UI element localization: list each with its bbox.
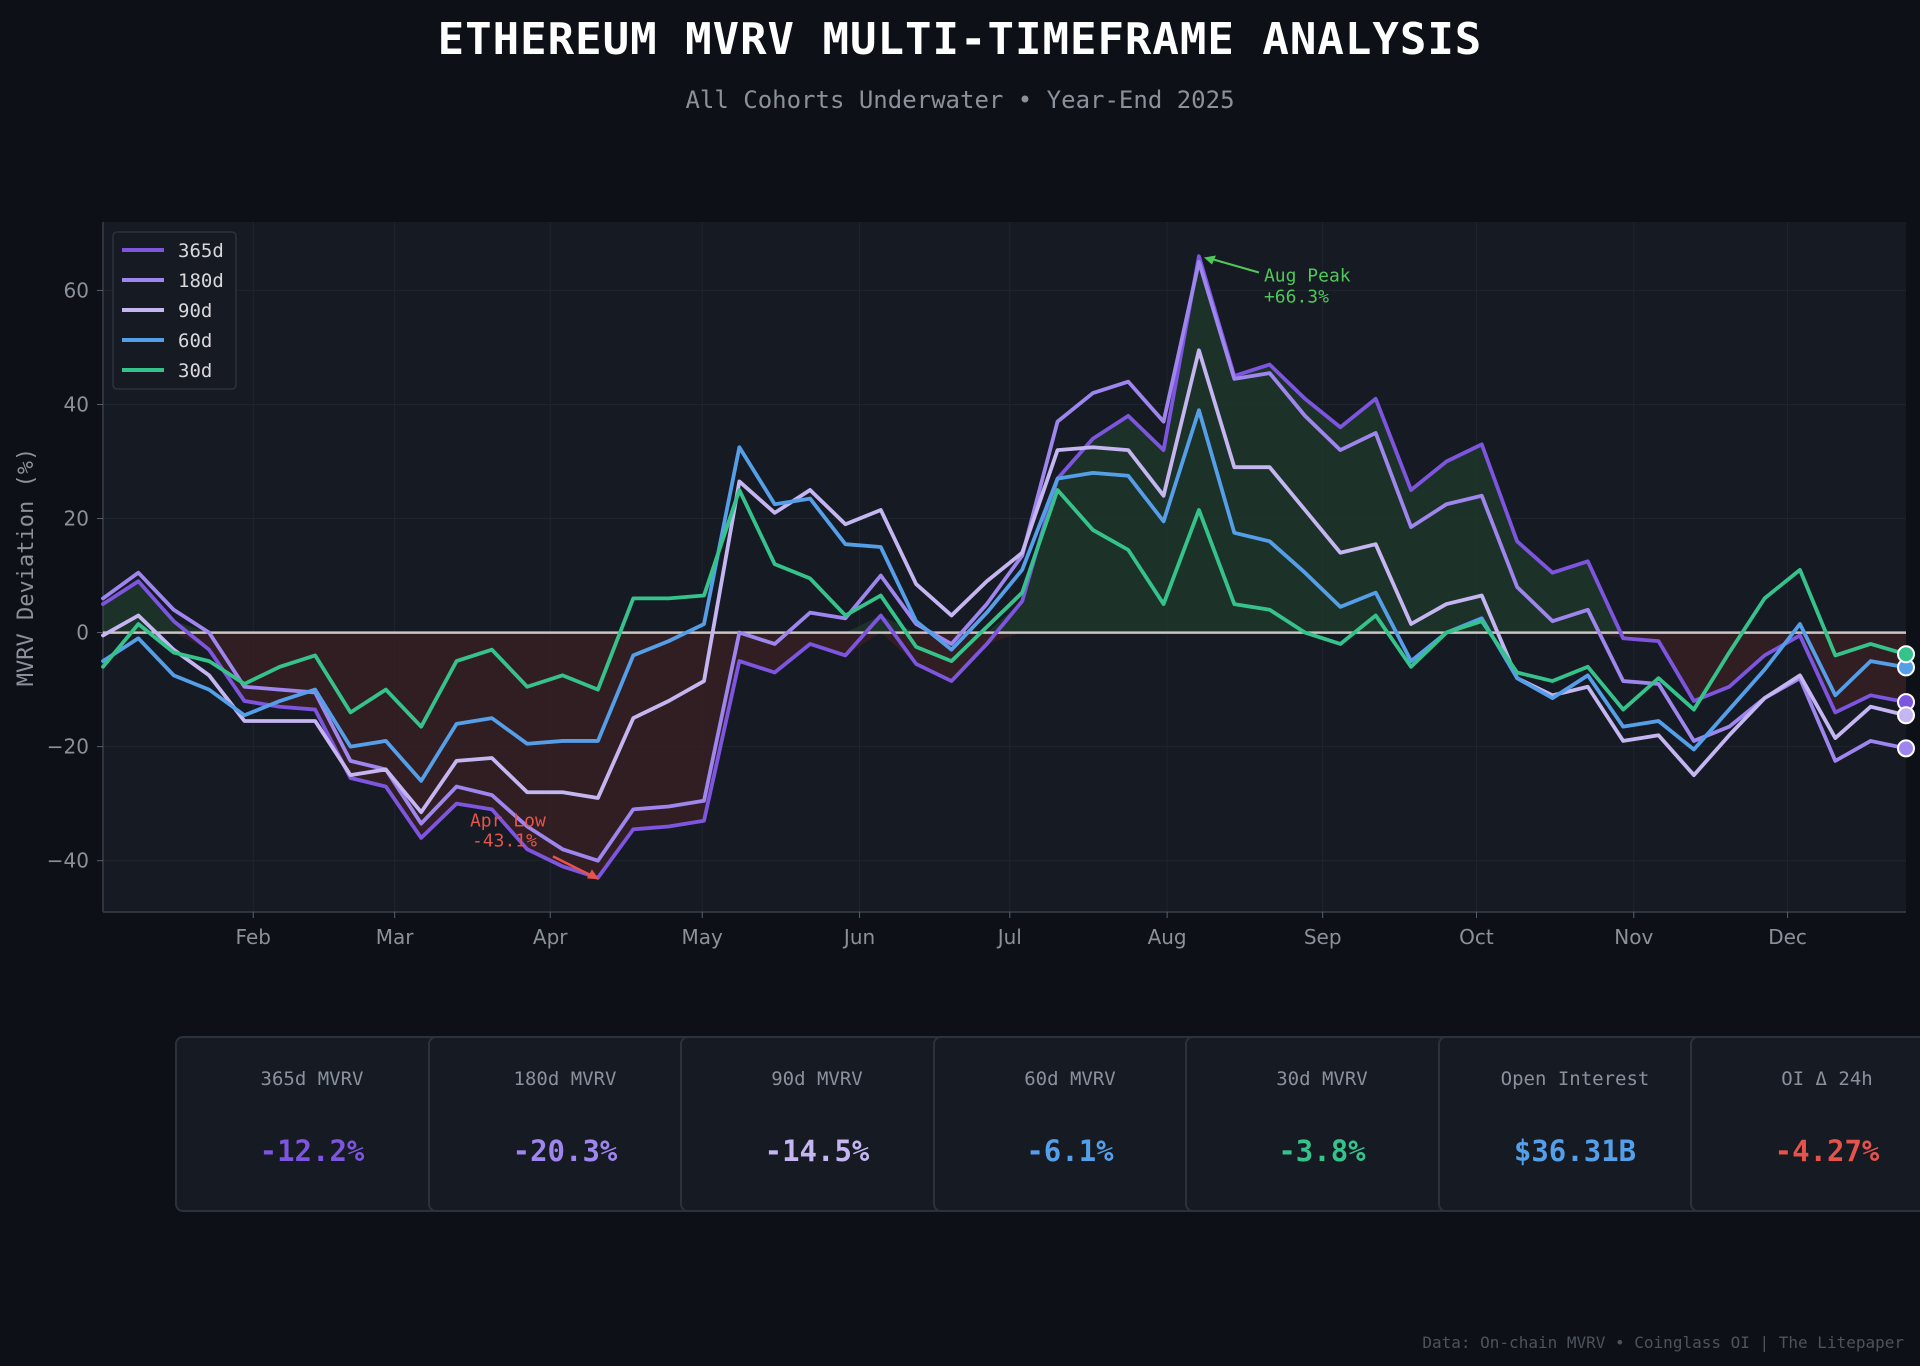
series-line-90d xyxy=(101,348,1908,815)
y-tick-label: 60 xyxy=(64,278,89,302)
card-value: -20.3% xyxy=(512,1134,618,1168)
y-axis-label: MVRV Deviation (%) xyxy=(14,448,39,686)
card-label: 365d MVRV xyxy=(260,1068,364,1090)
y-tick-label: −20 xyxy=(47,735,89,759)
page-subtitle: All Cohorts Underwater • Year-End 2025 xyxy=(685,86,1235,114)
x-tick-label: May xyxy=(682,925,724,949)
card-30d-mvrv: 30d MVRV -3.8% xyxy=(1185,1036,1459,1212)
mvrv-line-chart: 60 40 20 0 −20 −40 Feb Mar Apr May Jun Jul Aug Sep Oct… xyxy=(14,222,1915,949)
y-tick-label: 20 xyxy=(64,507,89,531)
annotation-apr-low-label: Apr Low xyxy=(470,810,546,831)
legend-box xyxy=(112,231,237,390)
end-marker-90d xyxy=(1897,706,1915,725)
annotation-apr-low-value: -43.1% xyxy=(472,830,537,851)
card-label: Open Interest xyxy=(1500,1068,1650,1090)
legend-label-180d: 180d xyxy=(178,270,224,292)
annotation-arrowhead-aug-peak xyxy=(1203,255,1216,265)
card-value: -6.1% xyxy=(1026,1134,1114,1168)
y-tick-label: −40 xyxy=(47,849,89,873)
end-marker-180d xyxy=(1897,739,1915,758)
card-365d-mvrv: 365d MVRV -12.2% xyxy=(175,1036,449,1212)
data-source-footer: Data: On-chain MVRV • Coinglass OI | The… xyxy=(1422,1333,1904,1352)
card-open-interest: Open Interest $36.31B xyxy=(1438,1036,1712,1212)
annotation-arrowhead-apr-low xyxy=(586,869,599,880)
x-tick-label: Sep xyxy=(1304,925,1342,949)
x-tick-label: Jun xyxy=(842,925,875,949)
y-tick-label: 0 xyxy=(76,621,89,645)
legend-label-365d: 365d xyxy=(178,240,224,262)
chart-legend: 365d 180d 90d 60d 30d xyxy=(112,231,237,390)
x-tick-label: Mar xyxy=(376,925,415,949)
x-tick-label: Nov xyxy=(1614,925,1653,949)
card-value: -12.2% xyxy=(259,1134,365,1168)
card-label: 180d MVRV xyxy=(513,1068,617,1090)
x-tick-label: Oct xyxy=(1459,925,1494,949)
x-tick-label: Dec xyxy=(1768,925,1807,949)
page-title: ETHEREUM MVRV MULTI-TIMEFRAME ANALYSIS xyxy=(437,14,1483,65)
positive-fill-area xyxy=(103,256,1906,633)
series-line-60d xyxy=(101,408,1908,783)
card-label: 30d MVRV xyxy=(1276,1068,1368,1090)
card-60d-mvrv: 60d MVRV -6.1% xyxy=(933,1036,1207,1212)
y-tick-label: 40 xyxy=(64,392,89,416)
card-oi-delta-24h: OI Δ 24h -4.27% xyxy=(1690,1036,1920,1212)
card-90d-mvrv: 90d MVRV -14.5% xyxy=(680,1036,954,1212)
series-line-365d xyxy=(101,254,1908,880)
card-180d-mvrv: 180d MVRV -20.3% xyxy=(428,1036,702,1212)
legend-label-90d: 90d xyxy=(178,300,212,322)
negative-fill-area xyxy=(103,632,1906,878)
annotation-aug-peak-value: +66.3% xyxy=(1264,287,1329,308)
card-label: 60d MVRV xyxy=(1024,1068,1116,1090)
x-tick-label: Aug xyxy=(1148,925,1187,949)
card-value: $36.31B xyxy=(1513,1134,1637,1168)
x-tick-label: Apr xyxy=(533,925,568,949)
card-value: -14.5% xyxy=(764,1134,870,1168)
end-marker-30d xyxy=(1897,645,1915,664)
x-tick-label: Feb xyxy=(236,925,271,949)
card-value: -4.27% xyxy=(1774,1134,1880,1168)
card-value: -3.8% xyxy=(1278,1134,1366,1168)
card-label: OI Δ 24h xyxy=(1781,1068,1873,1090)
series-line-30d xyxy=(101,488,1908,729)
series-line-180d xyxy=(101,260,1908,863)
annotation-arrow-aug-peak xyxy=(1209,257,1260,274)
card-label: 90d MVRV xyxy=(771,1068,863,1090)
metric-cards: 365d MVRV -12.2% 180d MVRV -20.3% 90d MV… xyxy=(175,1036,1920,1216)
x-tick-label: Jul xyxy=(996,925,1022,949)
legend-label-30d: 30d xyxy=(178,360,212,382)
annotation-arrow-apr-low xyxy=(552,855,594,878)
annotation-aug-peak-label: Aug Peak xyxy=(1264,266,1351,287)
legend-label-60d: 60d xyxy=(178,330,212,352)
